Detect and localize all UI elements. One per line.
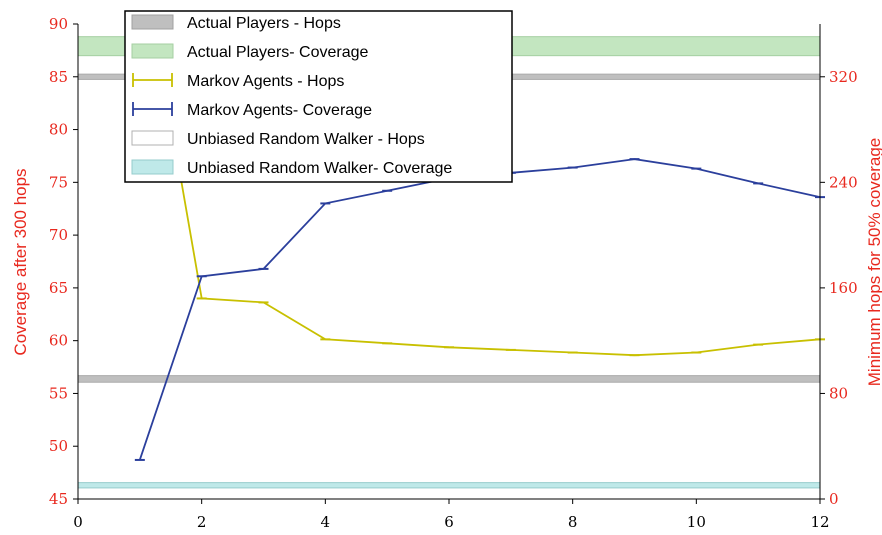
ticks-layer: 45 50 55 60 65 70 75 80 85 90 0 80 160 240 320 0 2 4 6 8 10 1… [49,15,858,531]
left-tick-label-4: 65 [49,279,68,297]
legend-swatch-0 [131,14,174,30]
x-tick-label-5: 10 [687,513,706,531]
legend-label-3: Markov Agents- Coverage [187,102,372,119]
series-line-1 [138,158,821,461]
x-tick-label-6: 12 [810,513,829,531]
band-2 [77,375,821,383]
band-3 [77,482,821,489]
left-tick-label-1: 50 [49,437,68,455]
right-tick-label-3: 240 [829,173,858,191]
right-tick-label-2: 160 [829,279,858,297]
right-tick-label-0: 0 [829,490,839,508]
left-tick-label-6: 75 [49,173,68,191]
series-layer [134,154,825,461]
legend-swatch-2 [132,73,173,87]
left-axis-label: Coverage after 300 hops [11,168,30,355]
legend-label-2: Markov Agents - Hops [187,73,344,90]
legend-frame [124,10,513,183]
legend-label-4: Unbiased Random Walker - Hops [187,131,425,148]
left-tick-label-3: 60 [49,332,68,350]
legend-swatch-5 [131,159,174,175]
x-tick-label-4: 8 [568,513,578,531]
left-tick-label-9: 90 [49,15,68,33]
legend-swatch-4 [131,130,174,146]
x-tick-label-3: 6 [444,513,454,531]
series-line-0 [176,155,821,357]
legend-label-5: Unbiased Random Walker- Coverage [187,160,452,177]
legend-swatch-3 [132,102,173,116]
x-tick-label-1: 2 [197,513,207,531]
legend-label-0: Actual Players - Hops [187,15,341,32]
legend: Actual Players - Hops Actual Players- Cov… [124,10,513,183]
right-tick-label-4: 320 [829,68,858,86]
left-tick-label-0: 45 [49,490,68,508]
left-tick-label-5: 70 [49,226,68,244]
left-tick-label-8: 85 [49,68,68,86]
right-tick-label-1: 80 [829,384,848,402]
legend-label-1: Actual Players- Coverage [187,44,369,61]
left-tick-label-2: 55 [49,384,68,402]
x-tick-label-2: 4 [321,513,331,531]
right-axis-label: Minimum hops for 50% coverage [865,138,882,387]
x-tick-label-0: 0 [73,513,83,531]
legend-swatch-1 [131,43,174,59]
left-tick-label-7: 80 [49,121,68,139]
